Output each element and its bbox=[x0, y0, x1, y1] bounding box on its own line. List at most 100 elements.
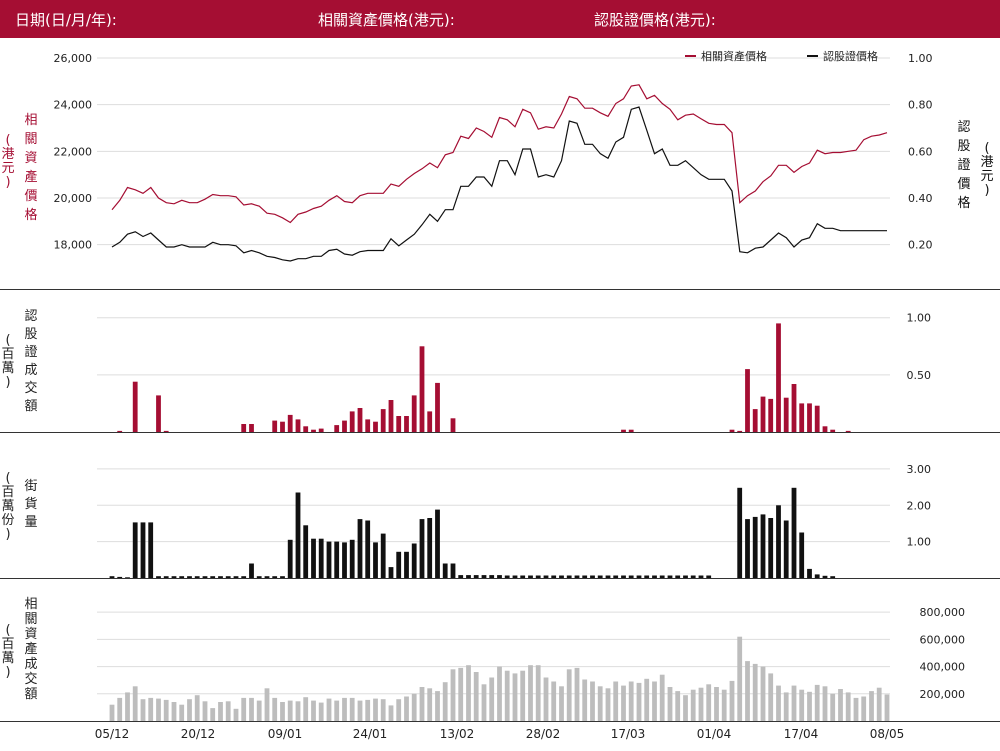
left-axis-unit: 元 bbox=[1, 161, 14, 176]
underlying-turnover-bar bbox=[256, 700, 262, 721]
warrant-turnover-bar bbox=[396, 416, 402, 432]
warrant-turnover-axis-unit: ) bbox=[5, 375, 10, 390]
underlying-turnover-bar bbox=[582, 679, 588, 721]
outstanding-quantity-bar bbox=[543, 575, 549, 578]
outstanding-quantity-bar bbox=[295, 492, 301, 578]
x-tick-label: 09/01 bbox=[268, 727, 303, 741]
warrant-turnover-bar bbox=[163, 430, 169, 432]
outstanding-quantity-bar bbox=[109, 576, 115, 578]
underlying-turnover-bar bbox=[404, 696, 409, 721]
warrant-turnover-bar bbox=[783, 397, 789, 432]
warrant-turnover-axis-title: 額 bbox=[24, 399, 37, 414]
warrant-turnover-bar bbox=[745, 369, 750, 432]
underlying-turnover-bar bbox=[605, 688, 611, 721]
warrant-turnover-axis-unit: ( bbox=[5, 333, 10, 348]
underlying-turnover-bar bbox=[179, 704, 185, 721]
outstanding-quantity-bar bbox=[783, 520, 789, 578]
underlying-turnover-axis-unit: 萬 bbox=[1, 651, 14, 666]
underlying-turnover-bar bbox=[318, 702, 324, 721]
outstanding-quantity-bar bbox=[636, 575, 642, 578]
underlying-turnover-bar bbox=[768, 673, 774, 721]
underlying-turnover-bar bbox=[628, 681, 634, 721]
warrant-turnover-bar bbox=[752, 409, 758, 432]
underlying-turnover-bar bbox=[117, 697, 123, 721]
outstanding-quantity-bar bbox=[698, 575, 704, 578]
underlying-turnover-bar bbox=[249, 697, 254, 721]
warrant-turnover-bar bbox=[450, 418, 456, 432]
outstanding-quantity-bar bbox=[450, 563, 456, 578]
underlying-turnover-bar bbox=[861, 696, 867, 721]
outstanding-quantity-bar bbox=[249, 563, 254, 578]
outstanding-quantity-bar bbox=[357, 519, 363, 578]
outstanding-quantity-bar bbox=[117, 576, 123, 578]
underlying-turnover-bar bbox=[683, 695, 688, 721]
outstanding-quantity-bar bbox=[280, 576, 285, 578]
outstanding-quantity-axis-unit: ( bbox=[5, 471, 10, 486]
underlying-price-line bbox=[111, 84, 888, 224]
left-axis-unit: ( bbox=[5, 133, 10, 148]
warrant-turnover-axis-title: 證 bbox=[24, 344, 37, 360]
underlying-turnover-bar bbox=[481, 684, 487, 721]
underlying-turnover-bar bbox=[109, 704, 115, 721]
warrant-turnover-bar bbox=[311, 429, 316, 432]
outstanding-quantity-bar bbox=[605, 575, 611, 578]
underlying-turnover-bar bbox=[171, 702, 177, 721]
right-tick-label: 0.40 bbox=[908, 192, 933, 205]
underlying-turnover-bar bbox=[125, 692, 130, 721]
left-tick-label: 18,000 bbox=[54, 239, 93, 252]
underlying-turnover-bar bbox=[714, 687, 719, 721]
underlying-turnover-bar bbox=[466, 665, 471, 721]
outstanding-quantity-bar bbox=[396, 551, 402, 578]
warrant-turnover-axis-title: 交 bbox=[24, 380, 37, 396]
underlying-turnover-bar bbox=[280, 702, 285, 721]
underlying-turnover-bar bbox=[535, 665, 541, 721]
underlying-turnover-bar bbox=[202, 701, 208, 721]
tick-label: 0.50 bbox=[907, 369, 932, 382]
outstanding-quantity-axis-unit: 萬 bbox=[1, 499, 14, 514]
underlying-turnover-bar bbox=[590, 681, 595, 721]
underlying-turnover-bar bbox=[799, 689, 805, 721]
outstanding-quantity-bar bbox=[194, 576, 200, 578]
warrant-turnover-bar bbox=[342, 420, 347, 432]
outstanding-quantity-bar bbox=[481, 575, 487, 578]
warrant-turnover-bar bbox=[156, 395, 161, 432]
outstanding-quantity-bar bbox=[140, 522, 146, 578]
underlying-turnover-bar bbox=[613, 681, 619, 721]
outstanding-quantity-bar bbox=[163, 576, 169, 578]
underlying-turnover-bar bbox=[148, 697, 154, 721]
underlying-turnover-axis-title: 產 bbox=[24, 641, 37, 657]
left-tick-label: 24,000 bbox=[54, 99, 93, 112]
outstanding-quantity-bar bbox=[752, 516, 758, 578]
underlying-turnover-bar bbox=[349, 697, 355, 721]
outstanding-quantity-bar bbox=[202, 576, 208, 578]
underlying-turnover-axis-unit: ( bbox=[5, 623, 10, 638]
underlying-turnover-bar bbox=[776, 685, 781, 721]
outstanding-quantity-bar bbox=[822, 575, 828, 578]
left-axis-unit: 港 bbox=[1, 147, 14, 162]
warrant-turnover-axis-unit: 百 bbox=[1, 347, 14, 362]
warrant-turnover-bar bbox=[404, 416, 409, 432]
underlying-turnover-axis-title: 成 bbox=[24, 657, 37, 672]
warrant-turnover-bar bbox=[365, 419, 371, 432]
underlying-turnover-bar bbox=[497, 666, 502, 721]
underlying-turnover-bar bbox=[783, 692, 789, 721]
underlying-turnover-bar bbox=[690, 689, 696, 721]
outstanding-quantity-bar bbox=[179, 576, 185, 578]
left-tick-label: 20,000 bbox=[54, 192, 93, 205]
outstanding-quantity-bar bbox=[435, 509, 440, 578]
outstanding-quantity-bar bbox=[156, 576, 161, 578]
tick-label: 600,000 bbox=[920, 633, 966, 646]
underlying-turnover-bar bbox=[225, 701, 231, 721]
outstanding-quantity-bar bbox=[512, 575, 518, 578]
warrant-turnover-bar bbox=[388, 400, 394, 432]
underlying-turnover-bar bbox=[814, 684, 820, 721]
outstanding-quantity-axis-title: 街 bbox=[24, 479, 37, 494]
warrant-turnover-bar bbox=[435, 382, 440, 432]
underlying-turnover-bar bbox=[729, 680, 735, 721]
warrant-turnover-bar bbox=[799, 403, 805, 432]
outstanding-quantity-axis-unit: ) bbox=[5, 527, 10, 542]
underlying-turnover-bar bbox=[132, 686, 138, 721]
warrant-turnover-bar bbox=[822, 426, 828, 432]
underlying-turnover-bar bbox=[450, 669, 456, 721]
